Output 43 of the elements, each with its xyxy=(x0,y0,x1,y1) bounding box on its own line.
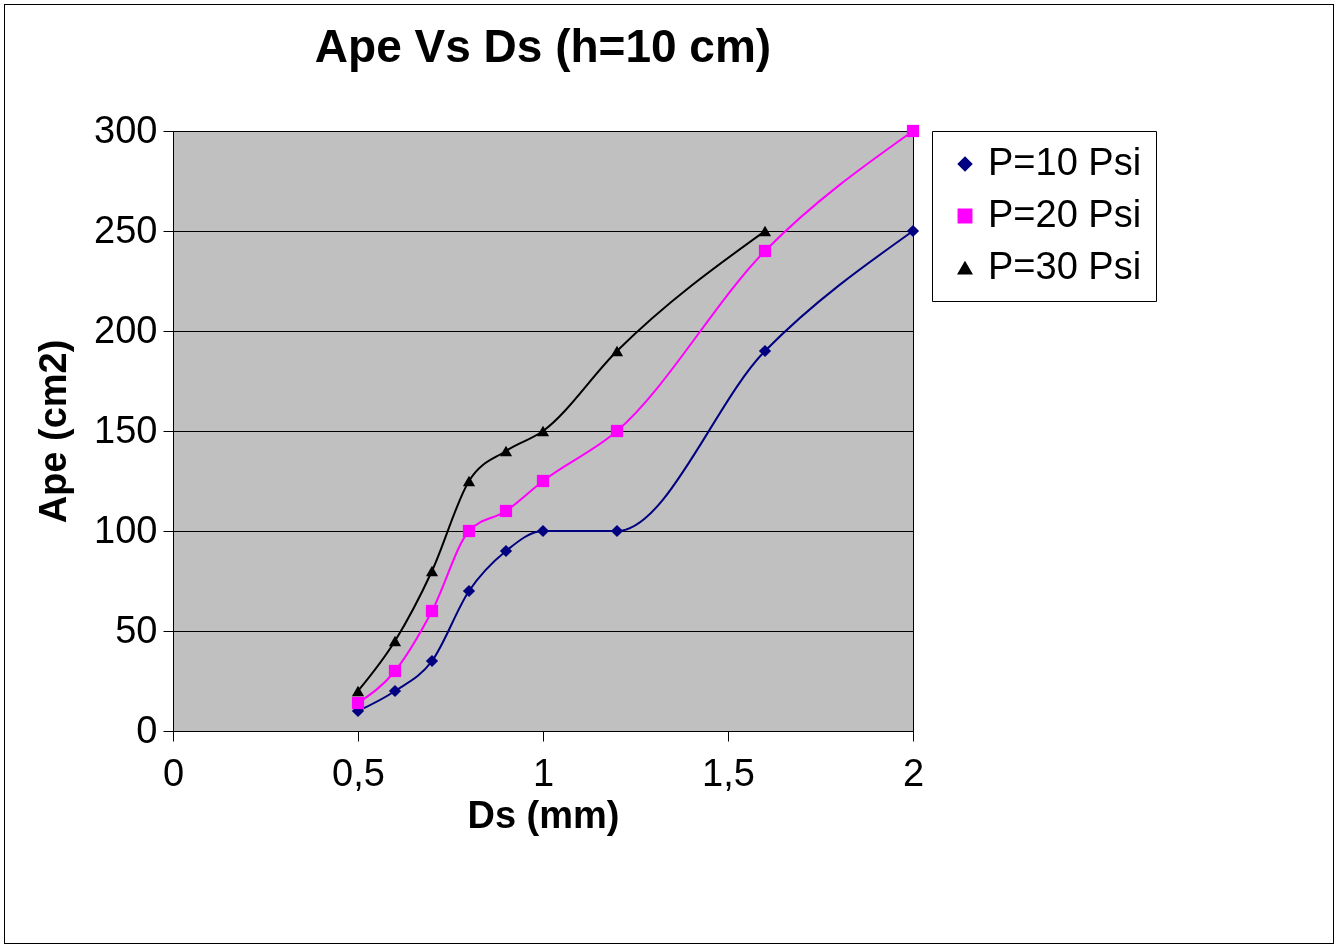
point xyxy=(536,425,550,437)
y-axis-title: Ape (cm2) xyxy=(32,339,75,524)
point xyxy=(425,654,439,668)
point xyxy=(388,684,402,698)
point xyxy=(388,635,402,647)
point xyxy=(758,244,772,258)
legend-label: P=10 Psi xyxy=(988,141,1142,183)
point xyxy=(610,424,624,438)
x-tick-label: 1 xyxy=(532,751,555,794)
point xyxy=(425,604,439,618)
y-tick-label: 150 xyxy=(94,408,158,451)
point xyxy=(499,544,513,558)
point xyxy=(758,344,772,358)
y-tick-label: 300 xyxy=(94,108,158,151)
point xyxy=(462,475,476,487)
point xyxy=(536,474,550,488)
point xyxy=(462,584,476,598)
x-axis-title: Ds (mm) xyxy=(467,793,620,836)
point xyxy=(906,124,920,138)
point xyxy=(351,685,365,697)
y-tick-label: 200 xyxy=(94,308,158,351)
point xyxy=(610,524,624,538)
x-tick-label: 0 xyxy=(162,751,185,794)
y-tick-label: 100 xyxy=(94,508,158,551)
point xyxy=(758,225,772,237)
y-tick-label: 250 xyxy=(94,208,158,251)
point xyxy=(499,445,513,457)
point xyxy=(906,224,920,238)
y-tick-label: 0 xyxy=(136,708,158,751)
x-tick-label: 1,5 xyxy=(702,751,755,794)
y-tick-label: 50 xyxy=(115,608,158,651)
x-tick-label: 2 xyxy=(902,751,925,794)
point xyxy=(388,664,402,678)
chart-title: Ape Vs Ds (h=10 cm) xyxy=(314,20,772,72)
legend-label: P=20 Psi xyxy=(988,193,1142,235)
point xyxy=(462,524,476,538)
point xyxy=(499,504,513,518)
x-tick-label: 0,5 xyxy=(332,751,385,794)
point xyxy=(536,524,550,538)
point xyxy=(351,696,365,710)
point xyxy=(425,565,439,577)
legend-label: P=30 Psi xyxy=(988,245,1142,287)
point xyxy=(610,345,624,357)
